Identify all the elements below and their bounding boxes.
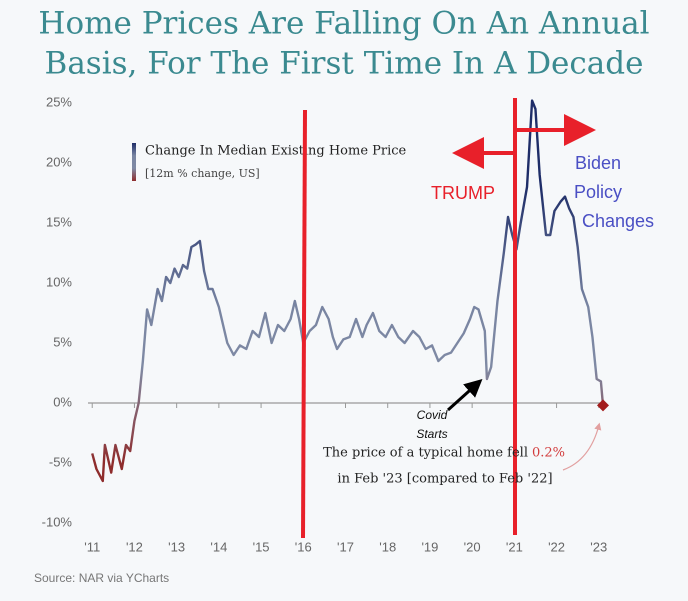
chart-title: Basis, For The First Time In A Decade [45, 46, 644, 82]
y-tick-label: 5% [53, 334, 72, 349]
x-tick-label: '17 [337, 539, 354, 554]
x-tick-label: '11 [84, 539, 100, 554]
y-tick-label: 20% [46, 154, 72, 169]
annotation-text: in Feb '23 [compared to Feb '22] [337, 472, 552, 487]
annotation-line [301, 109, 307, 539]
x-tick-label: '21 [506, 539, 523, 554]
y-tick-label: -10% [42, 514, 73, 529]
annotation-text: Policy [574, 182, 622, 202]
x-tick-label: '23 [590, 539, 607, 554]
x-tick-label: '16 [295, 539, 312, 554]
x-tick-label: '20 [464, 539, 481, 554]
x-tick-label: '22 [548, 539, 565, 554]
chart-title: Home Prices Are Falling On An Annual [38, 6, 649, 42]
y-tick-label: 25% [46, 94, 72, 109]
annotation-text: Starts [416, 427, 447, 441]
annotation-arrow [446, 378, 483, 412]
plot: -10% -5% 0% 5% 10% 15% 20% 25% '11 '12 '13 '14 '15 '1… [42, 94, 609, 554]
annotation-text: Changes [582, 211, 654, 231]
y-tick-label: 15% [46, 214, 72, 229]
legend-sublabel: [12m % change, US] [145, 167, 260, 180]
annotation-text: TRUMP [431, 183, 495, 203]
annotation-arrow [562, 422, 602, 471]
annotation-text: Covid [417, 408, 448, 422]
end-marker [597, 399, 609, 412]
y-tick-label: 0% [53, 394, 72, 409]
x-tick-label: '13 [168, 539, 185, 554]
annotation-text: 0.2% [532, 446, 565, 461]
y-tick-label: -5% [49, 454, 73, 469]
x-tick-label: '12 [126, 539, 143, 554]
y-tick-label: 10% [46, 274, 72, 289]
x-tick-label: '14 [210, 539, 227, 554]
legend-label: Change In Median Existing Home Price [145, 144, 407, 159]
x-tick-label: '19 [421, 539, 438, 554]
x-tick-label: '18 [379, 539, 396, 554]
legend-swatch [132, 143, 136, 181]
source: Source: NAR via YCharts [34, 571, 169, 585]
annotation-text: Biden [575, 153, 621, 173]
annotation-text: The price of a typical home fell [323, 446, 528, 461]
x-tick-label: '15 [253, 539, 270, 554]
